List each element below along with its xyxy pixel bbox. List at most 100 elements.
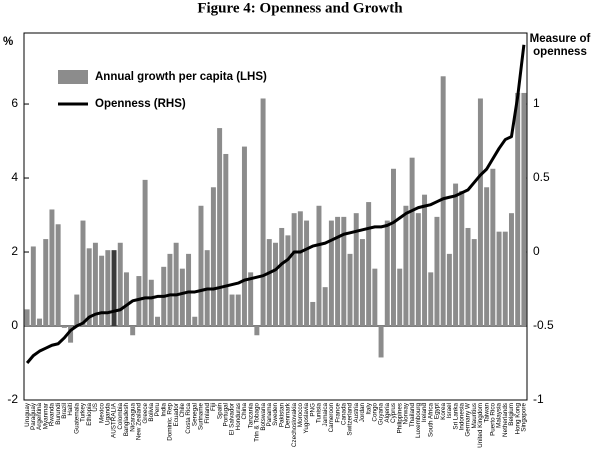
bar xyxy=(260,98,266,327)
x-tick-label: Ecuador xyxy=(173,403,180,426)
x-tick-label: Guatemala xyxy=(73,403,80,434)
bar xyxy=(229,294,235,327)
x-tick-label: New Zealand xyxy=(136,403,143,441)
bar xyxy=(179,268,185,327)
y2-tick-label: -1 xyxy=(533,392,544,406)
x-tick-label: Pakistan xyxy=(278,403,285,428)
legend-label: Openness (RHS) xyxy=(95,98,186,110)
chart-title: Figure 4: Openness and Growth xyxy=(197,0,403,16)
bar xyxy=(43,239,49,327)
x-tick-label: Sweden xyxy=(272,403,279,426)
x-tick-label: Costa Rica xyxy=(185,403,192,434)
y-tick-label: 2 xyxy=(11,244,18,258)
x-tick-label: Canada xyxy=(340,403,347,426)
x-tick-label: Panama xyxy=(266,403,273,427)
x-tick-label: PNG xyxy=(309,403,316,417)
bar xyxy=(353,213,359,327)
bar xyxy=(502,231,508,327)
x-tick-label: Switzerland xyxy=(347,403,354,436)
x-tick-label: Turkey xyxy=(80,402,87,422)
bar xyxy=(508,213,514,327)
y-axis-label: % xyxy=(3,36,13,48)
bar xyxy=(173,242,179,327)
x-tick-label: Burundi xyxy=(55,403,62,425)
bar xyxy=(223,153,229,327)
bar xyxy=(254,326,260,336)
x-tick-label: Israel xyxy=(446,403,453,418)
bar xyxy=(446,253,452,327)
x-tick-label: United Kingdom xyxy=(477,403,484,448)
bar xyxy=(391,168,396,327)
bar xyxy=(217,128,223,327)
y2-axis-label: openness xyxy=(533,46,587,58)
bar xyxy=(409,157,415,327)
bar xyxy=(49,209,55,327)
bar xyxy=(484,187,490,327)
x-tick-label: Greece xyxy=(142,403,149,424)
bar xyxy=(80,220,86,327)
bar xyxy=(434,216,440,327)
x-tick-label: Haiti xyxy=(67,403,74,416)
bar xyxy=(241,146,247,327)
bar xyxy=(74,294,80,327)
y2-tick-label: 0 xyxy=(533,244,540,258)
bar xyxy=(155,316,160,327)
bar xyxy=(465,227,471,327)
bar xyxy=(198,205,204,327)
bar xyxy=(459,190,465,327)
x-tick-label: Ethiopia xyxy=(86,403,93,426)
x-tick-label: France xyxy=(334,403,341,423)
x-tick-label: Senegal xyxy=(191,403,198,426)
y-tick-label: 4 xyxy=(11,170,18,184)
x-tick-label: Cameroon xyxy=(328,403,335,433)
x-tick-label: India xyxy=(160,403,167,417)
x-tick-label: Czechoslovakia xyxy=(291,403,298,448)
x-tick-label: Argentina xyxy=(36,403,43,430)
x-tick-label: Austria xyxy=(353,403,360,423)
x-tick-label: Trin & Tobago xyxy=(254,403,261,442)
y-tick-label: 6 xyxy=(11,96,18,110)
bar xyxy=(111,250,117,327)
bar xyxy=(322,287,328,327)
bar xyxy=(384,220,390,327)
bar xyxy=(428,272,434,327)
bar xyxy=(521,92,527,327)
bar xyxy=(453,183,459,327)
bar xyxy=(192,316,198,327)
bar xyxy=(68,326,74,343)
bar xyxy=(61,326,67,328)
x-tick-label: Sri Lanka xyxy=(452,403,459,430)
bar xyxy=(148,279,154,327)
bar xyxy=(335,216,341,327)
x-tick-label: Taiwan xyxy=(483,403,490,423)
x-tick-label: China xyxy=(241,403,248,420)
bar xyxy=(279,227,285,327)
x-tick-label: Bolivia xyxy=(148,403,155,422)
bar xyxy=(86,248,92,327)
bar xyxy=(273,242,278,327)
x-tick-label: Tanzania xyxy=(247,403,254,429)
x-tick-label: Rwanda xyxy=(49,403,56,427)
bar xyxy=(310,301,316,327)
bar xyxy=(30,246,36,327)
legend-label: Annual growth per capita (LHS) xyxy=(95,71,267,83)
bar xyxy=(378,326,384,358)
bar xyxy=(167,253,173,327)
x-tick-label: Morocco xyxy=(297,403,304,428)
bar xyxy=(477,98,483,327)
x-tick-label: Cyprus xyxy=(390,403,397,423)
plot-frame xyxy=(23,32,528,401)
x-tick-label: Guyana xyxy=(378,403,385,426)
bar xyxy=(347,253,353,327)
y-tick-label: 0 xyxy=(11,318,18,332)
x-tick-label: Mauritius xyxy=(471,403,478,429)
x-tick-label: Suriname xyxy=(198,403,205,430)
bar xyxy=(328,220,334,327)
bar xyxy=(37,318,43,327)
x-tick-label: US xyxy=(92,403,99,412)
x-tick-label: Singapore xyxy=(521,403,528,432)
bar xyxy=(359,239,365,327)
x-tick-label: Denmark xyxy=(285,402,292,428)
x-tick-label: Fiji xyxy=(210,403,217,411)
